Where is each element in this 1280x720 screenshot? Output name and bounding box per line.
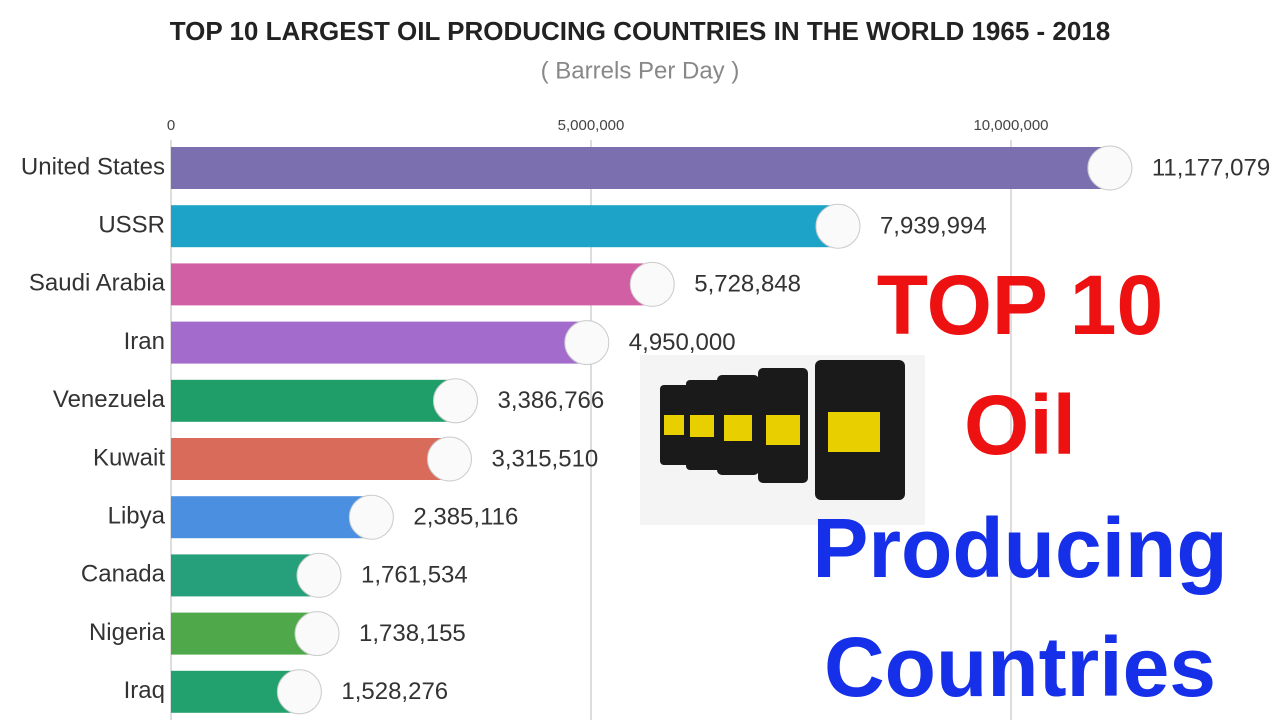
category-label: Venezuela xyxy=(53,386,166,413)
value-label: 5,728,848 xyxy=(694,271,801,298)
category-label: Saudi Arabia xyxy=(29,270,166,297)
x-tick-label: 10,000,000 xyxy=(973,117,1048,134)
bar xyxy=(171,321,587,364)
chart-title: TOP 10 LARGEST OIL PRODUCING COUNTRIES I… xyxy=(170,16,1111,46)
flag-icon xyxy=(294,611,340,657)
category-label: Canada xyxy=(81,561,166,588)
value-label: 3,315,510 xyxy=(492,445,599,472)
value-label: 1,761,534 xyxy=(361,562,468,589)
value-label: 1,528,276 xyxy=(341,678,448,705)
bar xyxy=(171,554,319,597)
category-label: Kuwait xyxy=(93,444,165,471)
chart-subtitle: ( Barrels Per Day ) xyxy=(541,57,740,84)
value-label: 3,386,766 xyxy=(497,387,604,414)
value-label: 11,177,079 xyxy=(1152,154,1270,181)
category-label: USSR xyxy=(98,212,165,239)
flag-icon xyxy=(432,378,478,424)
barrels-image xyxy=(640,355,925,525)
bar xyxy=(171,205,838,248)
flag-icon xyxy=(276,669,322,715)
bar xyxy=(171,263,653,306)
value-label: 1,738,155 xyxy=(359,620,466,647)
annotations: TOP 10 Oil Producing Countries xyxy=(812,258,1227,714)
x-tick-label: 0 xyxy=(167,117,175,134)
annotation: Oil xyxy=(964,378,1076,472)
category-label: Libya xyxy=(108,503,166,530)
bars: United States 11,177,079 USSR 7,939,994 Saud… xyxy=(21,145,1270,715)
category-label: Nigeria xyxy=(89,619,166,646)
bar xyxy=(171,438,450,480)
category-label: Iran xyxy=(124,328,165,355)
flag-icon xyxy=(296,552,342,598)
value-label: 7,939,994 xyxy=(880,213,987,240)
flag-icon xyxy=(564,320,610,366)
value-label: 4,950,000 xyxy=(629,329,736,356)
category-label: Iraq xyxy=(124,677,165,704)
x-tick-label: 5,000,000 xyxy=(558,117,625,134)
bar xyxy=(171,496,372,539)
barrel-labels xyxy=(664,412,880,452)
category-label: United States xyxy=(21,153,165,180)
annotation: Producing xyxy=(812,501,1227,595)
bar xyxy=(171,379,456,422)
annotation: Countries xyxy=(824,620,1216,714)
flag-icon xyxy=(1087,145,1133,191)
flag-icon xyxy=(348,494,394,540)
bar xyxy=(171,612,318,655)
bar xyxy=(171,147,1110,189)
annotation: TOP 10 xyxy=(877,258,1163,352)
value-label: 2,385,116 xyxy=(413,504,518,531)
flag-icon xyxy=(815,203,861,249)
flag-icon xyxy=(629,261,675,307)
flag-icon xyxy=(427,436,473,482)
